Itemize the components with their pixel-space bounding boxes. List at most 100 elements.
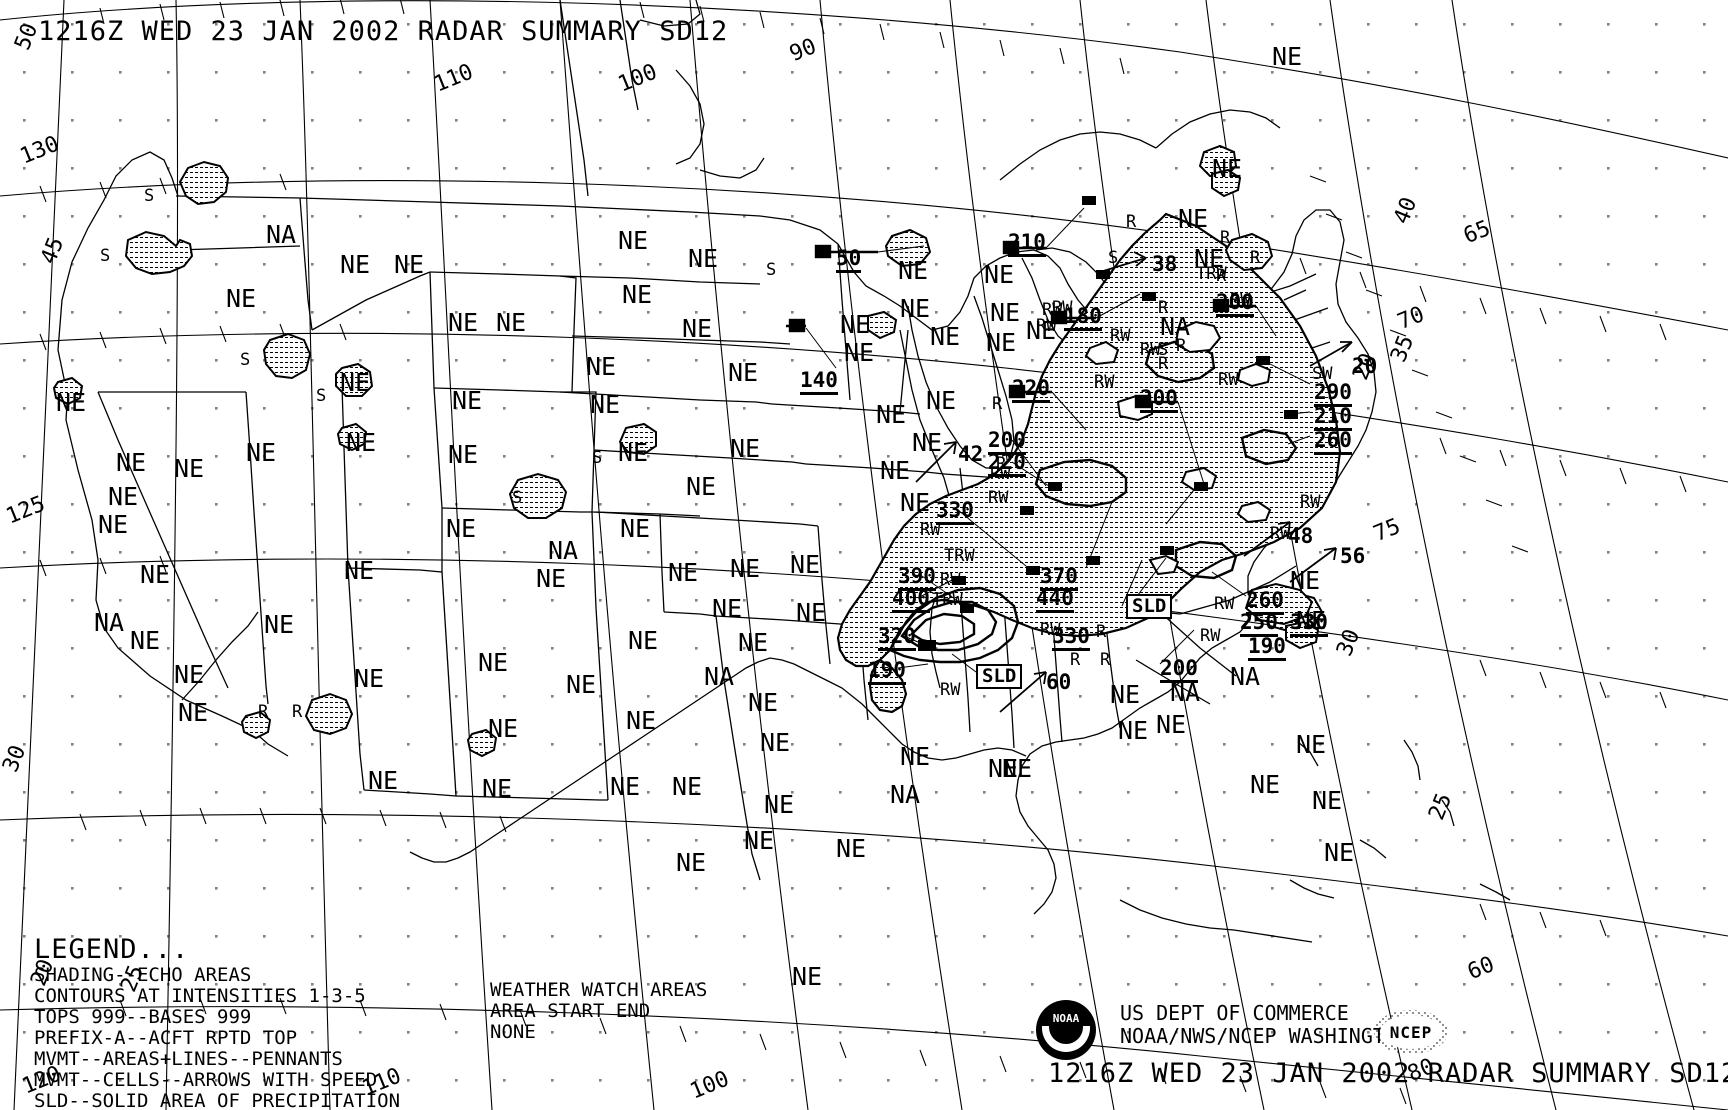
- no-echo-label: NE: [116, 448, 147, 477]
- cell-arrow: [1099, 251, 1147, 273]
- echo-top-value: 190: [1248, 636, 1286, 661]
- precip-type-label: R: [1070, 650, 1081, 670]
- no-echo-label: NE: [1290, 566, 1321, 595]
- no-echo-label: NE: [668, 558, 699, 587]
- precip-type-label: R: [258, 702, 269, 722]
- cell-speed-value: 42: [958, 442, 984, 466]
- precip-type-label: R: [1126, 212, 1137, 232]
- not-available-label: NA: [890, 780, 921, 809]
- no-echo-label: NE: [1194, 244, 1225, 273]
- no-echo-label: NE: [56, 388, 87, 417]
- cell-arrow: [1309, 341, 1353, 367]
- no-echo-label: NE: [626, 706, 657, 735]
- movement-pennants: [786, 240, 1256, 409]
- no-echo-label: NE: [676, 848, 707, 877]
- no-echo-label: NE: [728, 358, 759, 387]
- legend-line: CONTOURS AT INTENSITIES 1-3-5: [34, 985, 366, 1007]
- no-echo-label: NE: [1296, 730, 1327, 759]
- chart-title: 1216Z WED 23 JAN 2002 RADAR SUMMARY SD12: [38, 16, 729, 47]
- echo-top-value: 320: [878, 626, 916, 651]
- no-echo-label: NE: [618, 438, 649, 467]
- no-echo-label: NE: [478, 648, 509, 677]
- no-echo-label: NE: [682, 314, 713, 343]
- echo-cell: [336, 422, 368, 452]
- echo-top-value: 210: [1314, 406, 1352, 431]
- no-echo-label: NE: [900, 294, 931, 323]
- echo-cell: [466, 728, 498, 758]
- precip-type-label: S: [316, 386, 327, 406]
- no-echo-label: NE: [1272, 42, 1303, 71]
- no-echo-label: NE: [628, 626, 659, 655]
- no-echo-label: NE: [1250, 770, 1281, 799]
- precip-type-label: R: [292, 702, 303, 722]
- no-echo-label: NE: [488, 714, 519, 743]
- no-echo-label: NE: [930, 322, 961, 351]
- no-echo-label: NE: [108, 482, 139, 511]
- no-echo-label: NE: [900, 488, 931, 517]
- echo-top-value: 200: [1160, 658, 1198, 683]
- echo-top-value: 180: [1064, 306, 1102, 331]
- precip-type-label: R: [1158, 298, 1169, 318]
- legend-lines: SHADING--ECHO AREAS CONTOURS AT INTENSIT…: [34, 965, 400, 1110]
- no-echo-label: NE: [880, 456, 911, 485]
- precip-type-label: RW: [1094, 372, 1115, 392]
- no-echo-label: NE: [790, 550, 821, 579]
- no-echo-label: NE: [836, 834, 867, 863]
- no-echo-label: NE: [688, 244, 719, 273]
- legend-line: TOPS 999--BASES 999: [34, 1006, 252, 1028]
- precip-type-label: RW: [1200, 626, 1221, 646]
- echo-top-value: 400: [892, 588, 930, 613]
- not-available-label: NA: [1160, 312, 1191, 341]
- precip-type-label: RW: [1230, 290, 1251, 310]
- precip-type-label: TRW: [1196, 264, 1227, 284]
- echo-top-value: 200: [988, 430, 1026, 455]
- precip-type-label: RW: [940, 680, 961, 700]
- no-echo-label: NE: [448, 440, 479, 469]
- echo-cell: [508, 472, 568, 519]
- echo-top-value: 210: [1008, 232, 1046, 257]
- watch-heading: WEATHER WATCH AREAS: [490, 979, 708, 1001]
- echo-top-value: 220: [988, 452, 1026, 477]
- no-echo-label: NE: [764, 790, 795, 819]
- no-echo-label: NE: [686, 472, 717, 501]
- precip-type-label: RW: [1300, 492, 1321, 512]
- ncep-logo: NCEP: [1380, 1015, 1442, 1049]
- echo-cell: [1211, 168, 1242, 198]
- precip-type-label: RW: [1042, 300, 1063, 320]
- no-echo-label: NE: [926, 386, 957, 415]
- precip-type-label: S: [240, 350, 251, 370]
- precip-type-label: TRW: [944, 546, 975, 566]
- echo-top-value: 190: [868, 660, 906, 685]
- no-echo-label: NE: [264, 610, 295, 639]
- precip-type-label: TRW: [932, 590, 963, 610]
- precip-type-label: S: [144, 186, 155, 206]
- graticule-ticks: [39, 0, 1687, 1105]
- precip-type-label: RW: [920, 520, 941, 540]
- no-echo-label: NE: [610, 772, 641, 801]
- precip-type-label: S: [1158, 340, 1169, 360]
- echo-top-value: 260: [1314, 430, 1352, 455]
- precip-type-label: S: [100, 246, 111, 266]
- precip-type-label: R: [996, 454, 1007, 474]
- echo-top-value: 140: [800, 370, 838, 395]
- noaa-logo: NOAA: [1036, 1000, 1096, 1060]
- no-echo-label: NE: [1296, 606, 1327, 635]
- no-echo-label: NE: [898, 256, 929, 285]
- no-echo-label: NE: [844, 338, 875, 367]
- not-available-label: NA: [1170, 678, 1201, 707]
- precip-type-label: R: [1158, 354, 1169, 374]
- cell-arrow: [1289, 547, 1337, 583]
- no-echo-label: NE: [178, 698, 209, 727]
- no-echo-label: NE: [1212, 154, 1243, 183]
- leader-lines: [805, 207, 1311, 673]
- echo-top-value: 290: [1314, 382, 1352, 407]
- legend: LEGEND... SHADING--ECHO AREAS CONTOURS A…: [34, 934, 400, 1110]
- echo-top-value: 440: [1036, 588, 1074, 613]
- echo-top-value: 370: [1040, 566, 1078, 591]
- echo-top-value: 390: [898, 566, 936, 591]
- cell-speed-value: 60: [1046, 670, 1072, 694]
- sld-box: SLD: [976, 664, 1023, 689]
